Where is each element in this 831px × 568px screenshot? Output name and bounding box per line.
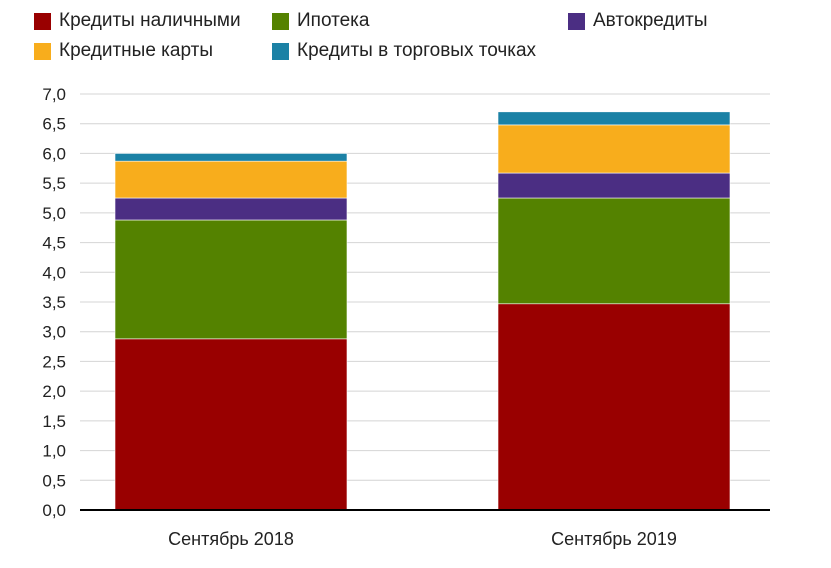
y-tick-label: 6,0 bbox=[42, 144, 66, 163]
legend-swatch-cash-loans bbox=[34, 12, 51, 30]
bar-segment bbox=[114, 197, 348, 221]
legend-label-auto-loans: Автокредиты bbox=[593, 10, 708, 31]
y-tick-label: 0,0 bbox=[42, 501, 66, 520]
bar-segment bbox=[114, 153, 348, 162]
bars bbox=[80, 111, 770, 511]
y-tick-label: 6,5 bbox=[42, 115, 66, 134]
y-axis: 0,0 0,5 1,0 1,5 2,0 2,5 3,0 3,5 4,0 4,5 5,0 5,5 6,0 6… bbox=[42, 85, 66, 520]
legend-swatch-pos-loans bbox=[272, 42, 289, 60]
bar-segment bbox=[114, 219, 348, 340]
legend-swatch-credit-cards bbox=[34, 42, 51, 60]
x-category-label: Сентябрь 2018 bbox=[168, 529, 294, 549]
bar-segment bbox=[114, 338, 348, 511]
y-tick-label: 1,0 bbox=[42, 442, 66, 461]
legend-item-credit-cards: Кредитные карты bbox=[34, 40, 213, 62]
y-tick-label: 3,0 bbox=[42, 323, 66, 342]
bar-segment bbox=[114, 160, 348, 199]
legend-swatch-auto-loans bbox=[568, 12, 585, 30]
y-tick-label: 4,5 bbox=[42, 234, 66, 253]
legend-label-credit-cards: Кредитные карты bbox=[59, 40, 213, 61]
y-tick-label: 4,0 bbox=[42, 263, 66, 282]
legend-item-mortgage: Ипотека bbox=[272, 10, 369, 32]
y-tick-label: 0,5 bbox=[42, 471, 66, 490]
y-tick-label: 2,5 bbox=[42, 352, 66, 371]
legend-item-pos-loans: Кредиты в торговых точках bbox=[272, 40, 536, 62]
y-tick-label: 5,0 bbox=[42, 204, 66, 223]
legend-item-auto-loans: Автокредиты bbox=[568, 10, 708, 32]
y-tick-label: 7,0 bbox=[42, 85, 66, 104]
bar-segment bbox=[497, 197, 731, 305]
x-axis: Сентябрь 2018 Сентябрь 2019 bbox=[168, 529, 677, 549]
legend-label-cash-loans: Кредиты наличными bbox=[59, 10, 241, 31]
legend-item-cash-loans: Кредиты наличными bbox=[34, 10, 241, 32]
y-tick-label: 2,0 bbox=[42, 382, 66, 401]
bar-segment bbox=[497, 124, 731, 174]
legend-swatch-mortgage bbox=[272, 12, 289, 30]
x-category-label: Сентябрь 2019 bbox=[551, 529, 677, 549]
bar-segment bbox=[497, 111, 731, 126]
bar-segment bbox=[497, 303, 731, 511]
y-tick-label: 5,5 bbox=[42, 174, 66, 193]
legend-label-mortgage: Ипотека bbox=[297, 10, 370, 31]
bar-segment bbox=[497, 172, 731, 199]
y-tick-label: 1,5 bbox=[42, 412, 66, 431]
legend-label-pos-loans: Кредиты в торговых точках bbox=[297, 40, 537, 61]
y-tick-label: 3,5 bbox=[42, 293, 66, 312]
legend: Кредиты наличными Ипотека Автокредиты Кр… bbox=[34, 8, 814, 64]
